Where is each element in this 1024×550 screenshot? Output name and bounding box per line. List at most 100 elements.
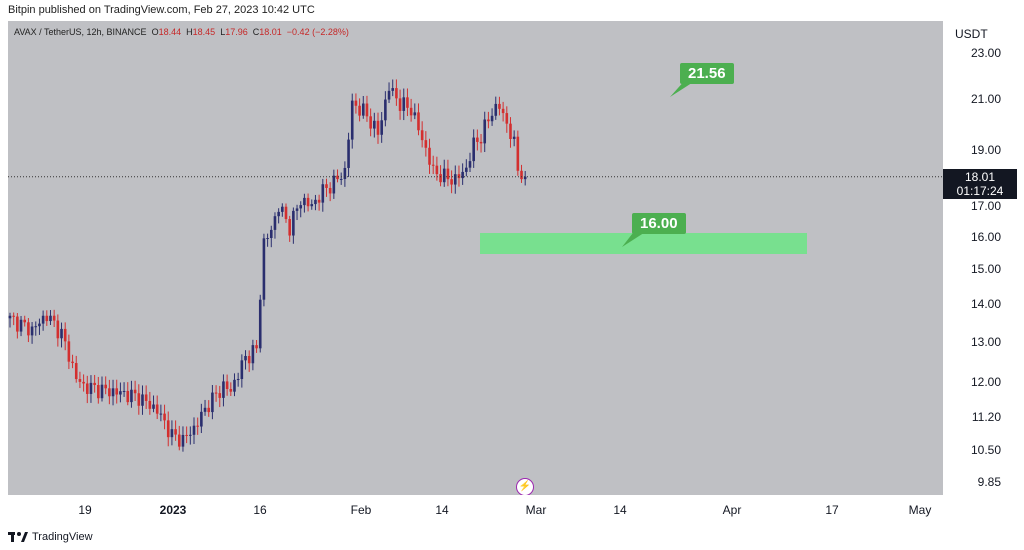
candle — [16, 313, 19, 339]
candle — [111, 379, 115, 406]
candle — [12, 312, 15, 326]
close-label: C — [252, 27, 260, 37]
candle — [332, 169, 336, 199]
candle — [115, 379, 119, 404]
candle — [490, 108, 494, 126]
candle — [376, 112, 380, 144]
candle — [144, 385, 148, 409]
candle — [203, 399, 207, 416]
candle — [49, 310, 52, 326]
price-tick-label: 19.00 — [970, 142, 1001, 157]
candle — [281, 203, 284, 217]
candle — [34, 321, 38, 336]
candle — [233, 373, 236, 397]
candle — [328, 182, 332, 202]
candle — [71, 354, 74, 369]
time-axis[interactable]: 19 2023 16 Feb 14 Mar 14 Apr 17 May — [8, 495, 1017, 523]
candle — [468, 152, 472, 173]
candle — [424, 131, 428, 157]
time-tick-label: 19 — [78, 503, 92, 517]
time-tick-label: 17 — [825, 503, 839, 517]
candle — [181, 426, 185, 452]
candle — [170, 420, 174, 446]
candle — [398, 89, 402, 120]
candle — [273, 212, 277, 239]
time-tick-label: Apr — [722, 503, 742, 517]
candle — [472, 129, 475, 168]
time-tick-label: Feb — [350, 503, 372, 517]
candle — [8, 312, 12, 328]
candle — [200, 403, 203, 434]
candle — [402, 88, 406, 121]
candle — [306, 193, 310, 212]
candle — [236, 372, 240, 387]
candle — [365, 95, 369, 122]
candle — [63, 322, 67, 351]
candle — [413, 103, 417, 120]
candle — [122, 382, 126, 397]
candle — [269, 225, 273, 248]
candle — [483, 111, 487, 153]
candle — [325, 178, 328, 197]
high-value: 18.45 — [192, 27, 216, 37]
candle — [82, 374, 85, 392]
candle — [189, 426, 192, 445]
candle — [317, 194, 321, 211]
price-tick-label: 13.00 — [970, 334, 1001, 349]
candle — [89, 375, 93, 403]
candle — [155, 395, 159, 420]
support-zone[interactable] — [480, 233, 807, 254]
candle — [439, 165, 442, 187]
candle — [350, 93, 354, 149]
candle — [222, 374, 225, 407]
price-axis-unit: USDT — [955, 27, 988, 41]
candle — [417, 103, 420, 136]
candlestick-plot[interactable] — [8, 21, 943, 495]
publisher-line: Bitpin published on TradingView.com, Feb… — [8, 4, 315, 16]
candle — [284, 203, 288, 223]
candle — [453, 165, 457, 194]
candle — [420, 121, 424, 148]
candle — [380, 112, 383, 143]
target-price-tag[interactable]: 21.56 — [680, 63, 734, 84]
candle — [19, 315, 23, 337]
candle — [100, 376, 104, 402]
time-tick-label: Mar — [525, 503, 547, 517]
candle — [354, 93, 358, 114]
candle — [38, 318, 41, 335]
lightning-icon[interactable]: ⚡ — [516, 478, 534, 495]
low-label: L — [220, 27, 226, 37]
candle — [505, 106, 509, 133]
price-tick-label: 11.20 — [971, 410, 1001, 424]
price-tick-label: 12.00 — [970, 375, 1001, 390]
last-price-badge: 18.01 01:17:24 — [943, 168, 1017, 199]
low-value: 17.96 — [225, 27, 248, 37]
candle — [512, 130, 516, 147]
price-axis[interactable]: USDT 23.00 21.00 19.00 17.00 16.00 15.00 14.00… — [943, 21, 1017, 495]
candle — [166, 411, 170, 447]
candle — [93, 374, 96, 393]
price-tick-label: 10.50 — [970, 442, 1001, 457]
candle — [310, 199, 314, 210]
candle — [163, 404, 166, 430]
candle — [133, 380, 137, 402]
candle — [159, 404, 163, 422]
support-price-tag[interactable]: 16.00 — [632, 213, 686, 234]
candle — [391, 79, 395, 97]
candle — [369, 108, 372, 137]
candle — [45, 310, 49, 326]
candle — [74, 355, 78, 383]
candle — [214, 385, 218, 402]
candle — [343, 161, 347, 187]
candle — [435, 156, 439, 181]
candle — [141, 385, 144, 415]
candle — [487, 111, 490, 129]
open-label: O — [151, 27, 159, 37]
candle — [395, 79, 398, 106]
price-tick-label: 15.00 — [970, 262, 1001, 277]
candle — [27, 318, 30, 343]
time-tick-label: 14 — [435, 503, 449, 517]
candle — [409, 98, 413, 122]
price-tick-label: 14.00 — [970, 297, 1001, 312]
chart-pane[interactable]: AVAX / TetherUS, 12h, BINANCE O18.44 H18… — [8, 21, 943, 495]
